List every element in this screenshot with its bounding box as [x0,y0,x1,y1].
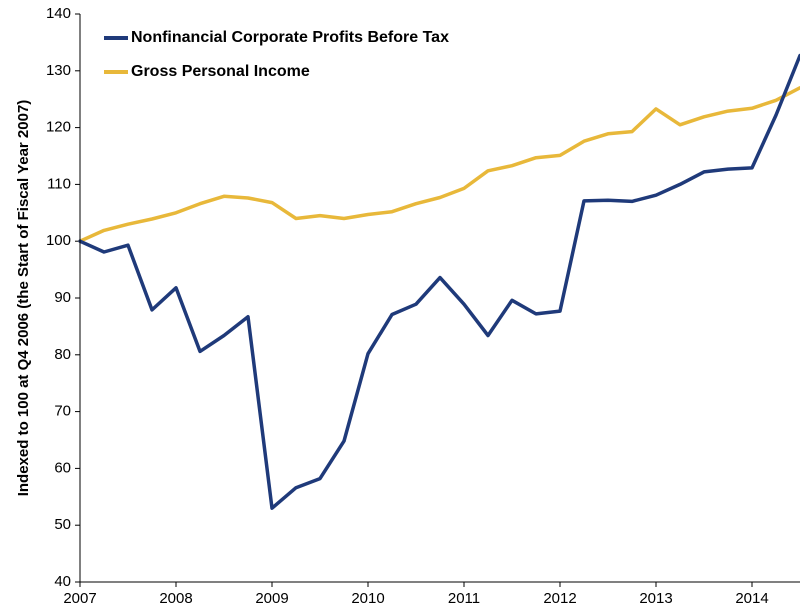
y-axis-label: Indexed to 100 at Q4 2006 (the Start of … [15,100,32,497]
x-tick-label: 2013 [639,590,672,607]
y-tick-label: 60 [54,459,71,476]
series-line-0 [78,53,800,510]
y-tick-label: 50 [54,516,71,533]
x-tick-label: 2011 [448,590,480,607]
y-tick-label: 70 [54,403,71,420]
x-axis-ticks: 2007 2008 2009 2010 2011 2012 2013 2014 [63,582,769,607]
y-axis-ticks: 40 50 60 70 80 90 100 110 120 130 140 [46,5,80,590]
y-tick-label: 130 [46,62,71,79]
y-tick-label: 40 [54,573,71,590]
legend-label: Gross Personal Income [131,63,310,80]
x-tick-label: 2010 [351,590,384,607]
series-lines [78,53,800,510]
legend: Nonfinancial Corporate Profits Before Ta… [104,29,449,80]
y-tick-label: 100 [46,232,71,249]
x-tick-label: 2012 [543,590,576,607]
x-tick-label: 2014 [735,590,768,607]
y-tick-label: 80 [54,346,71,363]
y-tick-label: 110 [47,175,71,192]
x-tick-label: 2009 [255,590,288,607]
x-tick-label: 2008 [159,590,192,607]
y-tick-label: 140 [46,5,71,22]
y-tick-label: 120 [46,119,71,136]
series-line-1 [78,86,800,243]
y-tick-label: 90 [54,289,71,306]
x-tick-label: 2007 [63,590,96,607]
legend-label: Nonfinancial Corporate Profits Before Ta… [131,29,449,46]
